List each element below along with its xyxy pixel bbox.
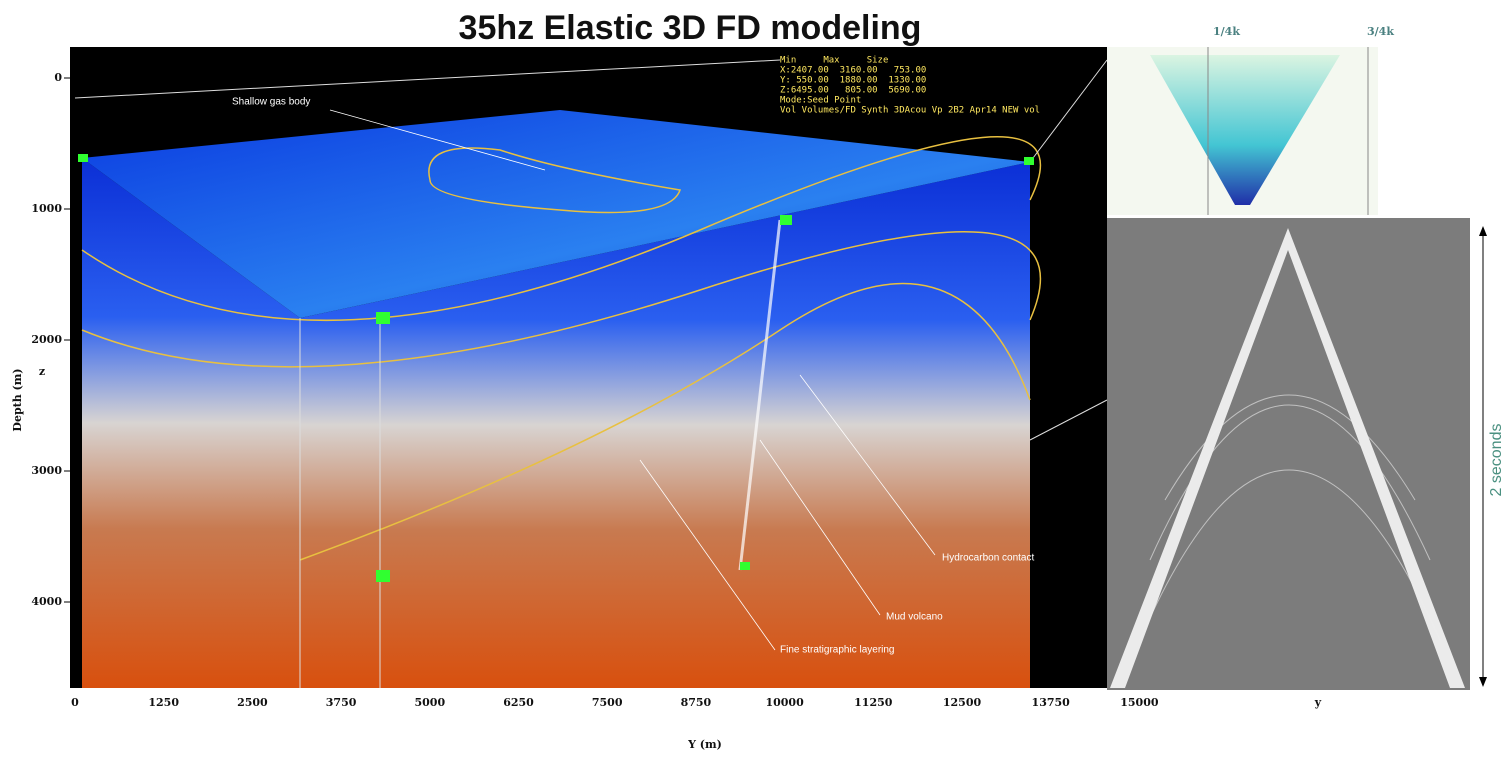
annotation: Shallow gas body bbox=[232, 97, 310, 108]
x-tick-label: 1250 bbox=[148, 696, 179, 709]
seed-points bbox=[78, 154, 1034, 582]
annotation: Fine stratigraphic layering bbox=[780, 645, 895, 656]
annotations: Shallow gas body Hydrocarbon contact Mud v… bbox=[232, 97, 1034, 656]
x-tick-label: 0 bbox=[71, 696, 79, 709]
x-tick-label: 15000 bbox=[1120, 696, 1159, 709]
info-line: Min Max Size bbox=[780, 56, 888, 66]
x-tick-label: 10000 bbox=[765, 696, 804, 709]
x-tick-label: 8750 bbox=[681, 696, 712, 709]
duration-label: 2 seconds bbox=[1488, 424, 1505, 497]
label: 1/4k bbox=[1213, 25, 1240, 38]
info-line: Mode:Seed Point bbox=[780, 96, 861, 106]
info-line: Vol Volumes/FD Synth 3DAcou Vp 2B2 Apr14… bbox=[780, 106, 1040, 116]
x-tick-label: 5000 bbox=[414, 696, 445, 709]
y-tick-label: 0 bbox=[54, 71, 62, 84]
x-tick-label: 13750 bbox=[1032, 696, 1071, 709]
y-tick-label: 3000 bbox=[31, 464, 62, 477]
shot-gather bbox=[1107, 218, 1470, 690]
x-tick-label: 2500 bbox=[237, 696, 268, 709]
annotation: Hydrocarbon contact bbox=[942, 553, 1034, 564]
title: 35hz Elastic 3D FD modeling bbox=[459, 9, 922, 47]
reflections bbox=[1139, 394, 1441, 641]
y-tick-label: 2000 bbox=[31, 333, 62, 346]
x-tick-label: 7500 bbox=[592, 696, 623, 709]
x-tick-label: 11250 bbox=[854, 696, 893, 709]
volume-left-face bbox=[82, 158, 300, 688]
volume-top-face bbox=[82, 110, 1030, 318]
x-axis-label: Y (m) bbox=[687, 738, 722, 751]
info-line: Y: 550.00 1880.00 1330.00 bbox=[780, 76, 926, 86]
info-line: Z:6495.00 805.00 5690.00 bbox=[780, 86, 926, 96]
arrow-head bbox=[1479, 677, 1487, 687]
bounding-box bbox=[74, 59, 1108, 688]
mud-volcano-column bbox=[738, 219, 782, 571]
volume-right-face bbox=[300, 162, 1030, 688]
info-line: X:2407.00 3160.00 753.00 bbox=[780, 66, 926, 76]
annotation: Mud volcano bbox=[886, 612, 943, 623]
axes: 0 1000 2000 3000 4000 0 1250 2500 3750 5000 6250 75… bbox=[31, 71, 1158, 709]
x-tick-label: 12500 bbox=[943, 696, 982, 709]
annotation-leaders bbox=[329, 109, 936, 651]
y-tick-label: 1000 bbox=[31, 202, 62, 215]
x-tick-label: 3750 bbox=[326, 696, 357, 709]
y-tick-label: 4000 bbox=[31, 595, 62, 608]
x-tick-label: 6250 bbox=[503, 696, 534, 709]
wavefield bbox=[1150, 55, 1340, 205]
x-axis-label: y bbox=[1314, 696, 1322, 709]
z-label: z bbox=[39, 365, 45, 378]
label: 3/4k bbox=[1367, 25, 1394, 38]
arrow-head bbox=[1479, 226, 1487, 236]
y-axis-label: Depth (m) bbox=[11, 368, 24, 431]
